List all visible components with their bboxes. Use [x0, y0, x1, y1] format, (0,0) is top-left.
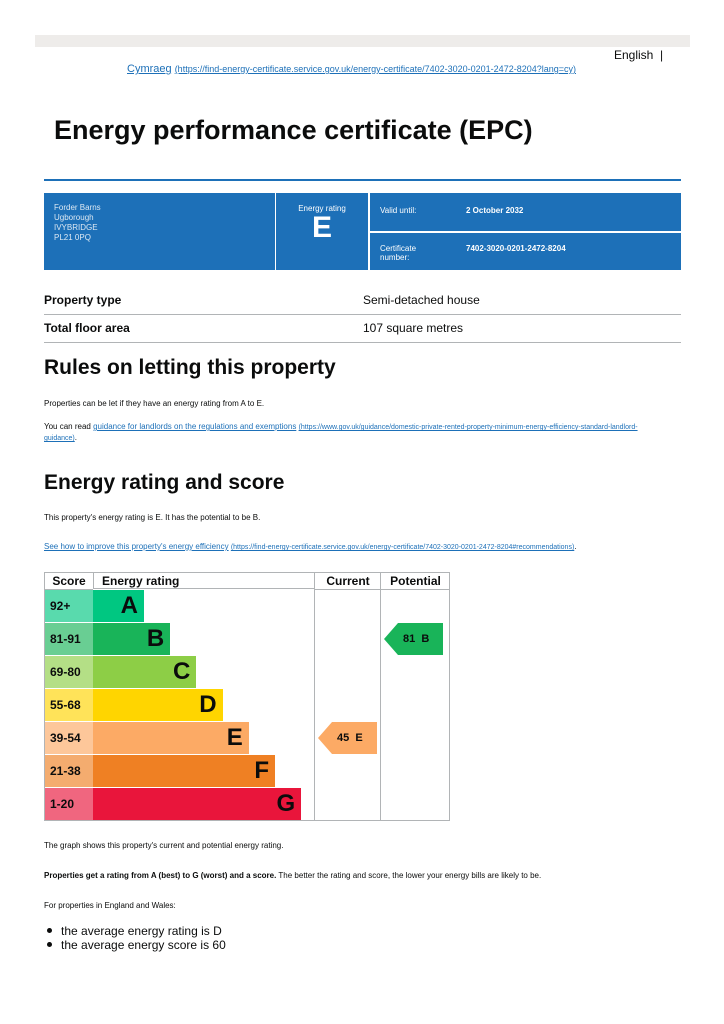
- cert-box: Certificate number: 7402-3020-0201-2472-…: [370, 233, 681, 270]
- text: .: [74, 433, 77, 442]
- current-value: 45: [337, 732, 350, 744]
- paragraph: See how to improve this property's energ…: [44, 542, 577, 551]
- score-cell: 1-20: [45, 788, 93, 820]
- address-box: Forder Barns Ugborough IVYBRIDGE PL21 0PQ: [44, 193, 275, 270]
- column-header: Energy rating: [93, 573, 314, 589]
- score-tint: [45, 788, 93, 820]
- rating-label: Energy rating: [298, 204, 346, 213]
- valid: 2 October 2032: [466, 206, 524, 215]
- welsh-url[interactable]: (https://find-energy-certificate.service…: [174, 64, 576, 74]
- valid-label: Valid until:: [380, 206, 417, 215]
- heading: Rules on letting this property: [44, 356, 336, 379]
- valid-box: Valid until: 2 October 2032: [370, 193, 681, 231]
- score-tint: [45, 623, 93, 655]
- address-line: Forder Barns: [54, 203, 101, 212]
- potential-value: 81: [403, 633, 416, 645]
- score-cell: 39-54: [45, 722, 93, 754]
- band-bar: C: [93, 656, 197, 688]
- score-cell: 69-80: [45, 656, 93, 688]
- paragraph: This property's energy rating is E. It h…: [44, 513, 261, 522]
- score: 1-20: [50, 797, 75, 811]
- score-cell: 55-68: [45, 689, 93, 721]
- welsh-link[interactable]: Cymraeg: [127, 63, 172, 75]
- band-bar: E: [93, 722, 249, 754]
- bullet: [47, 928, 52, 933]
- band-bar: D: [93, 689, 223, 721]
- list-item: the average energy rating is D: [44, 924, 222, 938]
- current-letter: E: [355, 732, 363, 744]
- link[interactable]: See how to improve this property's energ…: [44, 542, 229, 551]
- score: 69-80: [50, 665, 81, 679]
- band-bar: A: [93, 590, 144, 622]
- paragraph: You can read guidance for landlords on t…: [44, 422, 664, 444]
- list-text: the average energy score is 60: [61, 938, 226, 952]
- paragraph: Properties get a rating from A (best) to…: [44, 871, 541, 880]
- language-current: English: [614, 48, 654, 62]
- address-line: PL21 0PQ: [54, 233, 91, 242]
- column-divider: [314, 589, 315, 820]
- score-cell: 92+: [45, 590, 93, 622]
- address-line: Ugborough: [54, 213, 94, 222]
- score: 81-91: [50, 632, 81, 646]
- potential-letter: B: [421, 633, 430, 645]
- column-header: Potential: [380, 573, 450, 590]
- link-url[interactable]: (https://find-energy-certificate.service…: [230, 544, 575, 551]
- text: .: [574, 542, 577, 551]
- heading: Energy rating and score: [44, 471, 285, 494]
- title: Energy performance certificate (EPC): [54, 115, 533, 145]
- column-header: Score: [45, 573, 93, 590]
- paragraph: For properties in England and Wales:: [44, 901, 176, 910]
- property-row: Total floor area 107 square metres: [44, 315, 681, 343]
- rating: E: [311, 211, 332, 244]
- score-cell: 21-38: [45, 755, 93, 787]
- property-value: Semi-detached house: [363, 293, 480, 307]
- top-bar: [35, 35, 690, 47]
- bold-text: Properties get a rating from A (best) to…: [44, 871, 277, 880]
- current-arrow: 45 E: [318, 722, 377, 754]
- rule: [44, 179, 681, 181]
- score-cell: 81-91: [45, 623, 93, 655]
- text: The better the rating and score, the low…: [276, 871, 542, 880]
- cert-label: Certificate number:: [380, 244, 417, 262]
- band-bar: F: [93, 755, 275, 787]
- list-item: the average energy score is 60: [44, 938, 226, 952]
- score-tint: [45, 755, 93, 787]
- cert: 7402-3020-0201-2472-8204: [466, 244, 566, 253]
- language: English |: [614, 48, 664, 62]
- welsh[interactable]: Cymraeg (https://find-energy-certificate…: [127, 63, 576, 75]
- property-row: Property type Semi-detached house: [44, 287, 681, 315]
- score-tint: [45, 656, 93, 688]
- score: 21-38: [50, 764, 81, 778]
- score: 39-54: [50, 731, 81, 745]
- band-bar: G: [93, 788, 302, 820]
- paragraph: Properties can be let if they have an en…: [44, 399, 265, 408]
- link-url[interactable]: (https://www.gov.uk/guidance/domestic-pr…: [44, 424, 638, 442]
- score: 92+: [50, 599, 71, 613]
- column-divider: [380, 589, 381, 820]
- bullet: [47, 942, 52, 947]
- score: 55-68: [50, 698, 81, 712]
- band-bar: B: [93, 623, 171, 655]
- property-label: Property type: [44, 293, 122, 307]
- potential-arrow: 81 B: [384, 623, 443, 655]
- address-line: IVYBRIDGE: [54, 223, 98, 232]
- paragraph: The graph shows this property's current …: [44, 841, 284, 850]
- score-tint: [45, 722, 93, 754]
- list-text: the average energy rating is D: [61, 924, 222, 938]
- column-header: Current: [314, 573, 381, 590]
- property-label: Total floor area: [44, 321, 130, 335]
- score-tint: [45, 590, 93, 622]
- score-tint: [45, 689, 93, 721]
- link[interactable]: guidance for landlords on the regulation…: [93, 422, 297, 431]
- property-value: 107 square metres: [363, 321, 464, 335]
- epc-chart: Score Energy rating Current Potential 92+ A 81…: [44, 572, 450, 821]
- text: You can read: [44, 422, 94, 431]
- rating-box: Energy rating E: [276, 193, 368, 270]
